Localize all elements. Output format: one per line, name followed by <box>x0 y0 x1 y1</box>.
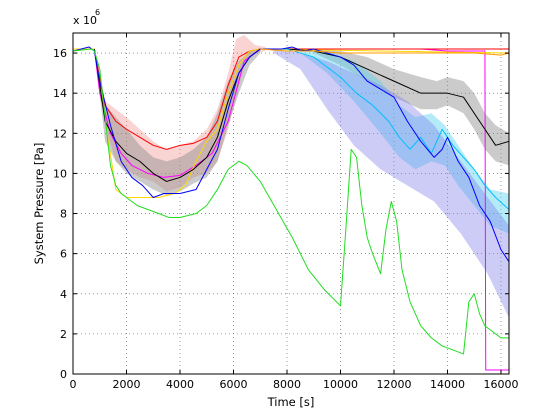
x-tick-label: 8000 <box>273 378 301 391</box>
y-tick-label: 10 <box>53 167 67 180</box>
x-tick-label: 0 <box>70 378 77 391</box>
x-tick-label: 6000 <box>219 378 247 391</box>
plot-frame <box>72 32 510 375</box>
y-tick-label: 4 <box>60 288 67 301</box>
x-tick-label: 10000 <box>323 378 358 391</box>
y-axis-label: System Pressure [Pa] <box>32 143 46 265</box>
confidence-band <box>313 49 509 166</box>
confidence-band <box>94 35 266 192</box>
y-tick-label: 14 <box>53 87 67 100</box>
x-tick-label: 2000 <box>112 378 140 391</box>
series-line <box>93 48 509 150</box>
data-series <box>72 46 510 371</box>
y-tick-label: 12 <box>53 127 67 140</box>
y-tick-label: 8 <box>60 208 67 221</box>
y-exponent-power: 6 <box>95 8 100 17</box>
y-tick-label: 2 <box>60 328 67 341</box>
series-line <box>72 48 509 355</box>
y-tick-label: 6 <box>60 248 67 261</box>
series-line <box>72 46 510 262</box>
series-line <box>260 48 510 210</box>
confidence-band <box>300 49 509 234</box>
x-axis-label: Time [s] <box>267 395 315 409</box>
x-tick-label: 14000 <box>430 378 465 391</box>
plot-area-background <box>73 33 509 374</box>
x-tick-label: 4000 <box>166 378 194 391</box>
y-exponent-label: x 10 <box>73 14 97 27</box>
y-tick-label: 0 <box>60 368 67 381</box>
x-tick-label: 16000 <box>483 378 518 391</box>
series-line <box>260 48 510 56</box>
confidence-band <box>273 49 509 318</box>
axis-ticks: 0 2000 4000 6000 8000 10000 12000 14000 16000 0 2 4… <box>53 33 518 391</box>
y-tick-label: 16 <box>53 47 67 60</box>
x-tick-label: 12000 <box>376 378 411 391</box>
